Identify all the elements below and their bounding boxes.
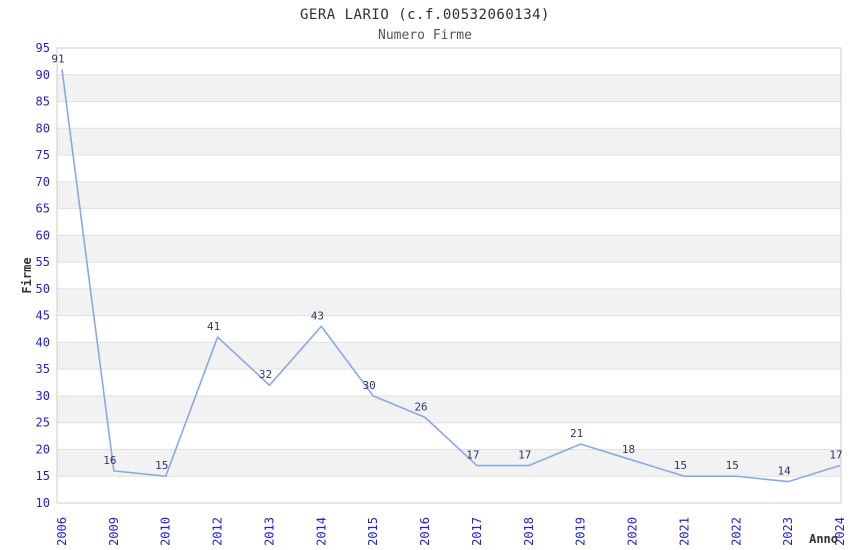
x-tick-label: 2019: [574, 517, 588, 546]
data-point-label: 30: [363, 379, 376, 392]
x-tick-label: 2006: [55, 517, 69, 546]
data-point-label: 15: [674, 459, 687, 472]
y-tick-label: 90: [36, 68, 50, 82]
grid-band: [57, 74, 841, 102]
plot-border: [56, 47, 842, 504]
data-point-label: 16: [103, 454, 116, 467]
grid-band: [57, 395, 841, 423]
data-point-label: 17: [466, 449, 479, 462]
data-point-label: 15: [155, 459, 168, 472]
grid-band: [57, 342, 841, 370]
x-tick-label: 2022: [729, 517, 743, 546]
data-point-label: 32: [259, 368, 272, 381]
y-tick-label: 70: [36, 175, 50, 189]
data-point-label: 14: [778, 465, 792, 478]
grid-band: [57, 128, 841, 156]
y-tick-label: 10: [36, 496, 50, 510]
chart-title: GERA LARIO (c.f.00532060134): [299, 7, 550, 23]
plot-area: [57, 48, 841, 503]
y-tick-label: 85: [36, 95, 50, 109]
y-tick-label: 80: [36, 121, 50, 135]
grid-band: [57, 449, 841, 477]
y-tick-label: 50: [36, 282, 50, 296]
x-tick-label: 2018: [522, 517, 536, 546]
x-tick-label: 2014: [314, 517, 328, 546]
data-point-label: 41: [207, 320, 220, 333]
y-tick-label: 55: [36, 255, 50, 269]
data-point-label: 15: [726, 459, 739, 472]
y-tick-label: 60: [36, 228, 50, 242]
data-point-label: 26: [414, 400, 427, 413]
x-tick-label: 2009: [107, 517, 121, 546]
y-tick-label: 45: [36, 309, 50, 323]
chart-line: [61, 69, 841, 483]
chart-subtitle: Numero Firme: [378, 28, 472, 43]
y-tick-label: 25: [36, 416, 50, 430]
data-point-label: 17: [518, 449, 531, 462]
data-point-label: 91: [51, 52, 64, 65]
x-tick-label: 2017: [470, 517, 484, 546]
x-tick-label: 2013: [262, 517, 276, 546]
y-axis-label: Firme: [20, 257, 34, 293]
data-point-label: 21: [570, 427, 583, 440]
x-tick-label: 2016: [418, 517, 432, 546]
data-point-label: 43: [311, 309, 324, 322]
x-tick-label: 2010: [159, 517, 173, 546]
y-tick-label: 95: [36, 41, 50, 55]
data-point-label: 18: [622, 443, 635, 456]
y-tick-label: 20: [36, 442, 50, 456]
y-tick-label: 65: [36, 202, 50, 216]
grid-band: [57, 181, 841, 209]
y-tick-label: 35: [36, 362, 50, 376]
x-tick-label: 2020: [626, 517, 640, 546]
x-axis-label: Anno: [809, 532, 838, 546]
data-point-label: 17: [829, 449, 842, 462]
x-tick-label: 2023: [781, 517, 795, 546]
grid-band: [57, 235, 841, 263]
y-tick-label: 30: [36, 389, 50, 403]
y-tick-label: 40: [36, 335, 50, 349]
x-tick-label: 2015: [366, 517, 380, 546]
y-tick-label: 15: [36, 469, 50, 483]
y-tick-label: 75: [36, 148, 50, 162]
grid-band: [57, 288, 841, 316]
x-tick-label: 2024: [833, 517, 847, 546]
x-tick-label: 2012: [211, 517, 225, 546]
x-tick-label: 2021: [677, 517, 691, 546]
